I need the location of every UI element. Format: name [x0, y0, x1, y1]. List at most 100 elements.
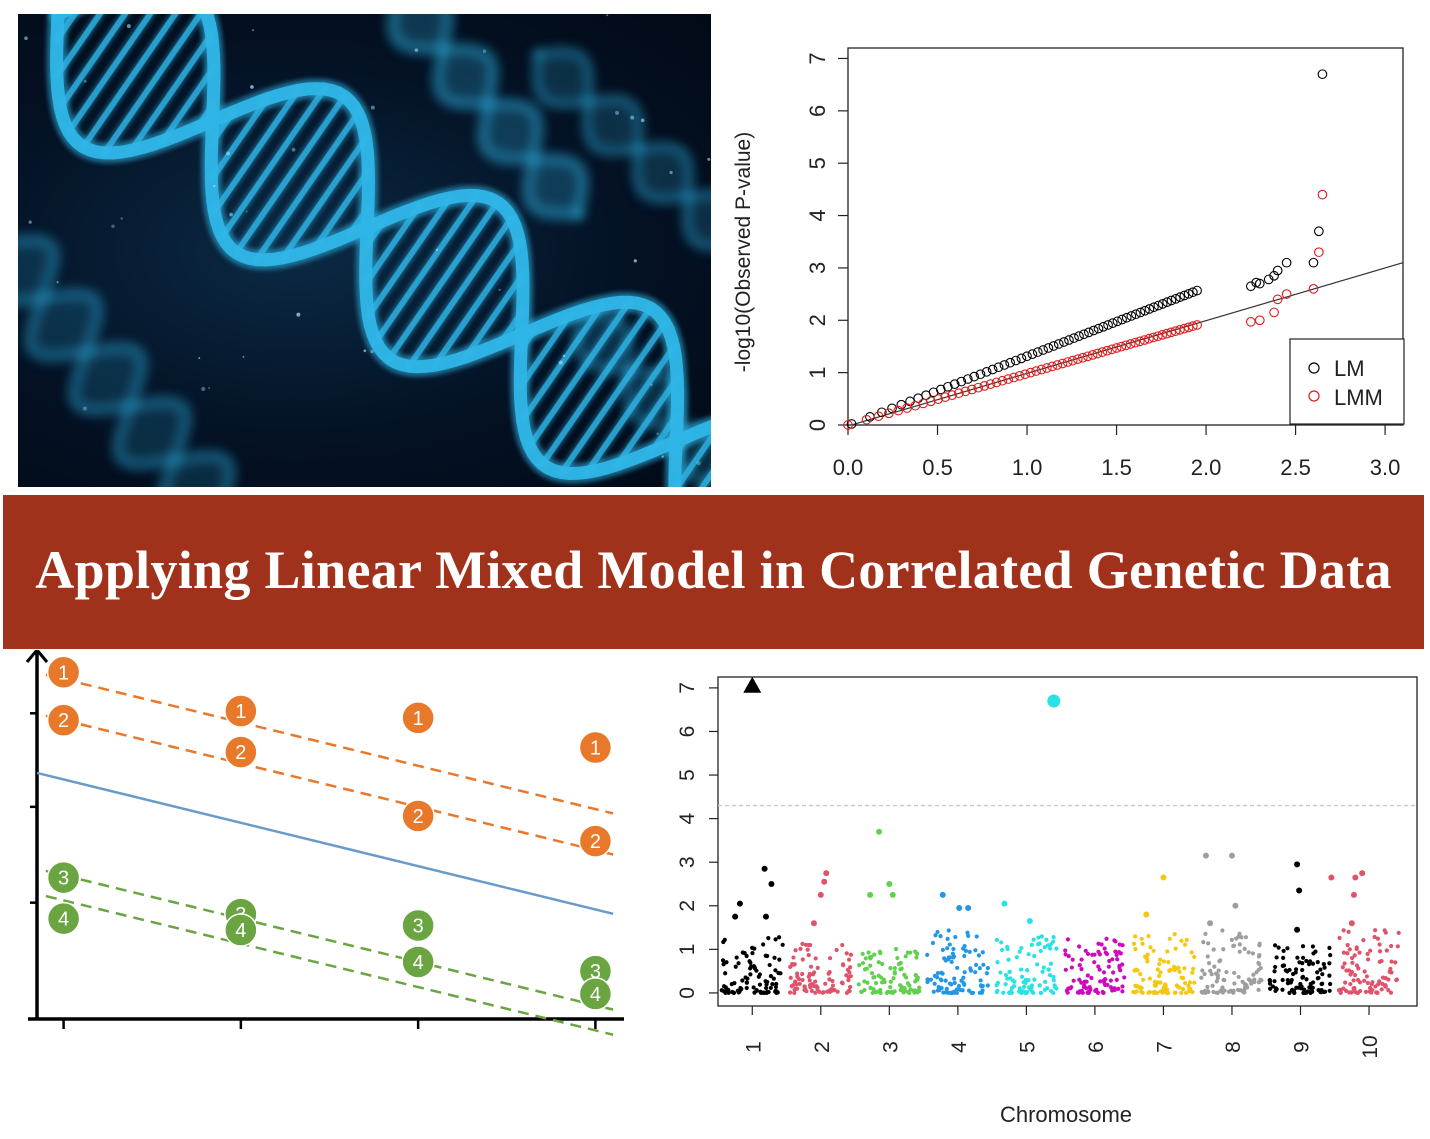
qq-point-lmm: [1092, 348, 1103, 359]
chromosome-2-snp-point: [840, 962, 846, 967]
chromosome-9-snp-point: [1328, 981, 1333, 987]
chromosome-2-snp-point: [795, 971, 800, 976]
chromosome-2-snp-point: [830, 978, 835, 984]
title-banner: Applying Linear Mixed Model in Correlate…: [3, 495, 1424, 649]
chromosome-10-snp-point: [1345, 943, 1350, 948]
qq-point-lmm: [1107, 344, 1117, 355]
chromosome-9-snp-point: [1318, 990, 1324, 995]
chromosome-10-snp-point: [1337, 935, 1342, 941]
qq-point-lmm: [1082, 351, 1093, 362]
dna-sparkle: [633, 259, 637, 263]
chromosome-5-snp-point: [1035, 962, 1040, 967]
chromosome-1-snp-point: [770, 982, 775, 987]
chromosome-4-snp-point: [961, 975, 966, 980]
chromosome-10-snp-point: [1376, 982, 1381, 987]
dna-bg-helix-rung: [687, 455, 711, 480]
chromosome-10-snp-point: [1357, 950, 1362, 955]
chromosome-8-snp-point: [1221, 947, 1226, 952]
chromosome-8-snp-point: [1258, 965, 1263, 971]
qq-point-lm: [1022, 351, 1032, 362]
chromosome-1-snp-point: [732, 981, 737, 986]
qq-point-lm: [1112, 316, 1123, 327]
chromosome-4-snp-point: [941, 990, 946, 995]
chromosome-8-snp-point: [1256, 954, 1262, 959]
chromosome-6-snp-point: [1079, 957, 1084, 962]
chromosome-2-snp-point: [821, 878, 828, 885]
chromosome-5-snp-point: [994, 989, 999, 995]
chromosome-9-snp-point: [1280, 987, 1285, 992]
chromosome-9-snp-point: [1310, 944, 1316, 949]
chromosome-2-snp-point: [792, 990, 797, 995]
group-4-point: [578, 977, 613, 1011]
chromosome-7-snp-point: [1147, 989, 1152, 995]
dna-sparkle: [482, 49, 487, 53]
chromosome-1-snp-point: [761, 942, 766, 947]
dna-bg-helix-rung: [18, 240, 53, 273]
chromosome-2-snp-point: [844, 973, 849, 978]
chromosome-4-snp-point: [977, 966, 982, 971]
qq-point-lm: [887, 403, 897, 414]
chromosome-9-snp-point: [1307, 961, 1312, 966]
group-2-point-label: 2: [590, 831, 601, 853]
chromosome-7-snp-point: [1180, 987, 1186, 992]
chromosome-5-snp-point: [1021, 984, 1027, 990]
chromosome-4-snp-point: [973, 948, 978, 953]
chromosome-9-snp-point: [1294, 861, 1301, 868]
chromosome-2-snp-point: [813, 990, 818, 995]
dna-sparkle: [656, 432, 659, 436]
chromosome-8-snp-point: [1206, 960, 1212, 966]
qq-y-tick-label: 2: [805, 314, 830, 326]
dna-bg-helix-rung: [186, 456, 229, 487]
chromosome-1-snp-point: [773, 937, 778, 942]
chromosome-10-snp-point: [1341, 950, 1347, 955]
chromosome-9-snp-point: [1322, 989, 1328, 994]
group-3-point-label: 3: [58, 868, 69, 890]
chromosome-9-snp-point: [1272, 979, 1277, 984]
group-1-point: [401, 701, 435, 735]
chromosome-8-snp-point: [1224, 969, 1229, 975]
chromosome-2-snp-point: [845, 967, 850, 972]
chromosome-4-snp-point: [979, 984, 984, 989]
chromosome-6-snp-point: [1103, 982, 1108, 988]
dna-bg-helix-rung: [601, 112, 641, 154]
group-1-point: [224, 694, 258, 728]
chromosome-1-snp-point: [736, 900, 743, 907]
qq-point-lmm: [1102, 345, 1112, 356]
chromosome-10-snp-point: [1365, 951, 1370, 957]
chromosome-6-snp-point: [1116, 986, 1121, 991]
chromosome-10-snp-point: [1352, 973, 1358, 978]
chromosome-8-snp-point: [1257, 943, 1262, 948]
chromosome-8-snp-point: [1242, 981, 1247, 987]
chromosome-4-snp-point: [945, 946, 950, 951]
chromosome-1-snp-point: [768, 880, 775, 887]
qq-point-lm: [1170, 293, 1181, 304]
chromosome-2-snp-point: [793, 948, 798, 953]
qq-point-lmm: [1130, 337, 1141, 348]
chromosome-6-snp-point: [1066, 986, 1071, 991]
chromosome-10-snp-point: [1358, 988, 1363, 994]
qq-point-lmm: [940, 392, 951, 402]
group-1-point-label: 1: [590, 738, 601, 760]
chromosome-7-snp-point: [1179, 938, 1184, 943]
qq-point-lmm: [1020, 369, 1031, 380]
chromosome-8-snp-point: [1215, 975, 1221, 980]
group-3-regression-line: [45, 869, 614, 1011]
chromosome-10-snp-point: [1389, 943, 1394, 949]
chromosome-1-snp-point: [750, 951, 755, 956]
chromosome-2-snp-point: [791, 962, 796, 967]
qq-point-lm: [1188, 287, 1198, 298]
dna-main-helix-rung: [673, 433, 711, 487]
chromosome-10-snp-point: [1346, 929, 1351, 935]
qq-point-lm: [1074, 331, 1084, 342]
chromosome-5-snp-point: [1037, 983, 1042, 988]
group-2-regression-line: [45, 714, 614, 856]
manhattan-y-tick-label: 4: [676, 812, 699, 824]
chromosome-6-snp-point: [1085, 951, 1091, 957]
chromosome-7-snp-point: [1154, 990, 1160, 996]
chromosome-9-snp-point: [1297, 960, 1302, 965]
chromosome-7-snp-point: [1166, 960, 1171, 965]
chromosome-3-snp-point: [873, 990, 878, 995]
chromosome-5-snp-point: [994, 937, 999, 943]
chromosome-1-snp-point: [765, 953, 770, 959]
qq-point-lm: [896, 399, 907, 410]
